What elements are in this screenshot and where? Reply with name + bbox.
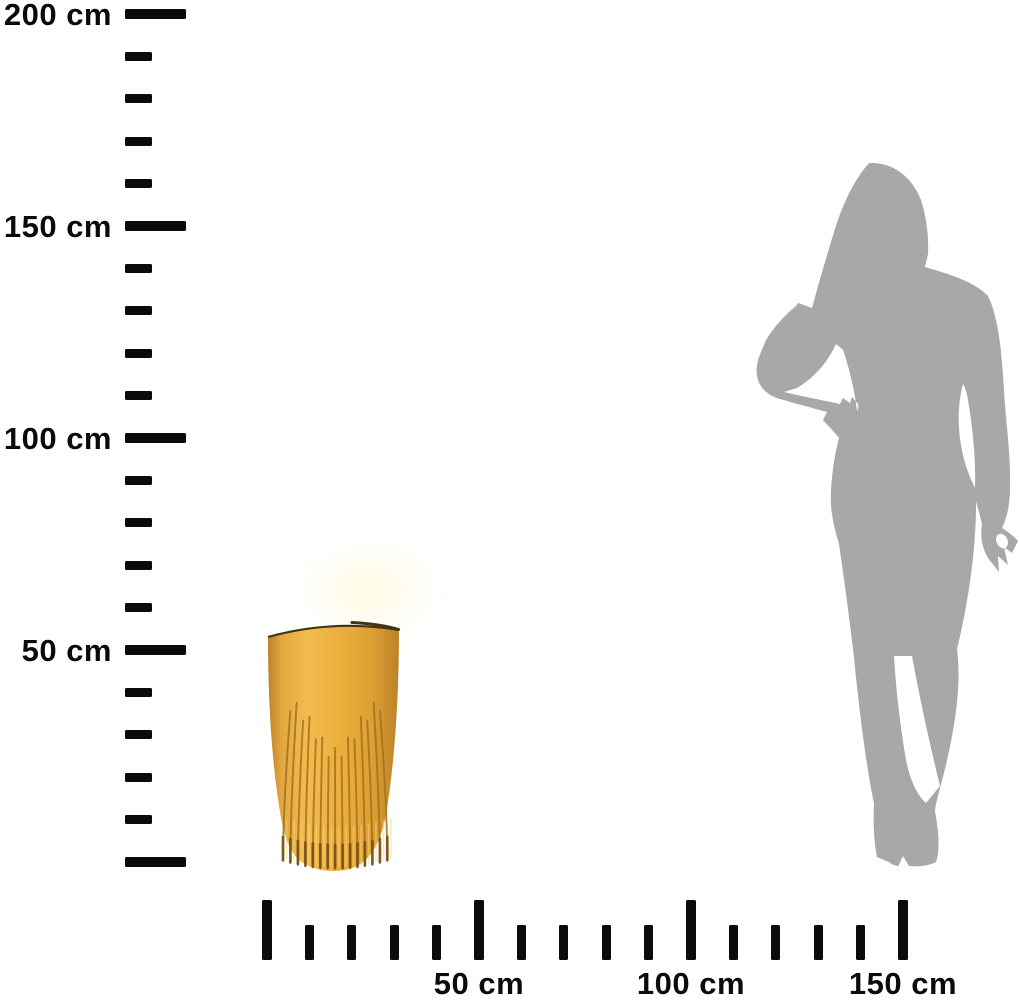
pot-body xyxy=(268,625,399,871)
pot-rim xyxy=(267,624,400,639)
horizontal-ruler-minor-tick xyxy=(856,925,866,960)
vertical-ruler-minor-tick xyxy=(125,518,152,528)
pot-ribs xyxy=(281,701,392,870)
vertical-ruler-minor-tick xyxy=(125,560,152,570)
legs-gap xyxy=(894,656,940,803)
shoes-notch xyxy=(898,856,909,867)
vertical-ruler-label: 200 cm xyxy=(3,0,112,32)
horizontal-ruler-major-tick xyxy=(262,900,272,960)
vertical-ruler-minor-tick xyxy=(125,475,152,485)
vertical-ruler-label: 150 cm xyxy=(3,208,112,244)
horizontal-ruler-major-tick xyxy=(898,900,908,960)
vertical-ruler-major-tick xyxy=(125,221,186,231)
waist-arm-gap xyxy=(958,384,976,488)
vertical-ruler-minor-tick xyxy=(125,94,152,104)
pot-rim-right xyxy=(350,621,400,631)
horizontal-ruler-minor-tick xyxy=(728,925,738,960)
horizontal-ruler-label: 50 cm xyxy=(433,966,525,1000)
vertical-ruler-minor-tick xyxy=(125,772,152,782)
vertical-ruler-label: 100 cm xyxy=(3,420,112,456)
horizontal-ruler-minor-tick xyxy=(389,925,399,960)
horizontal-ruler-major-tick xyxy=(686,900,696,960)
horizontal-ruler-minor-tick xyxy=(304,925,314,960)
vertical-ruler-minor-tick xyxy=(125,179,152,189)
horizontal-ruler-major-tick xyxy=(474,900,484,960)
vertical-ruler-minor-tick xyxy=(125,391,152,401)
vertical-ruler-minor-tick xyxy=(125,730,152,740)
horizontal-ruler-label: 150 cm xyxy=(848,966,958,1000)
horizontal-ruler-minor-tick xyxy=(432,925,442,960)
vertical-ruler-major-tick xyxy=(125,9,186,19)
horizontal-ruler-minor-tick xyxy=(644,925,654,960)
vertical-ruler-major-tick xyxy=(125,857,186,867)
horizontal-ruler-minor-tick xyxy=(516,925,526,960)
vertical-ruler-minor-tick xyxy=(125,348,152,358)
vertical-ruler-major-tick xyxy=(125,433,186,443)
planter-pot xyxy=(267,621,400,871)
vertical-ruler-minor-tick xyxy=(125,263,152,273)
vertical-ruler-minor-tick xyxy=(125,603,152,613)
horizontal-ruler-minor-tick xyxy=(813,925,823,960)
horizontal-ruler-minor-tick xyxy=(601,925,611,960)
vertical-ruler-minor-tick xyxy=(125,687,152,697)
vertical-ruler-minor-tick xyxy=(125,306,152,316)
vertical-ruler-major-tick xyxy=(125,645,186,655)
hand-gap xyxy=(996,533,1008,549)
vertical-ruler-minor-tick xyxy=(125,51,152,61)
vertical-ruler-label: 50 cm xyxy=(21,632,112,668)
woman-silhouette xyxy=(756,162,1018,867)
horizontal-ruler-minor-tick xyxy=(771,925,781,960)
horizontal-ruler-minor-tick xyxy=(347,925,357,960)
horizontal-ruler-label: 100 cm xyxy=(636,966,746,1000)
vertical-ruler-minor-tick xyxy=(125,815,152,825)
vertical-ruler-minor-tick xyxy=(125,136,152,146)
horizontal-ruler-minor-tick xyxy=(559,925,569,960)
woman-silhouette-body xyxy=(756,162,1018,867)
arm-hip-gap xyxy=(784,344,859,411)
